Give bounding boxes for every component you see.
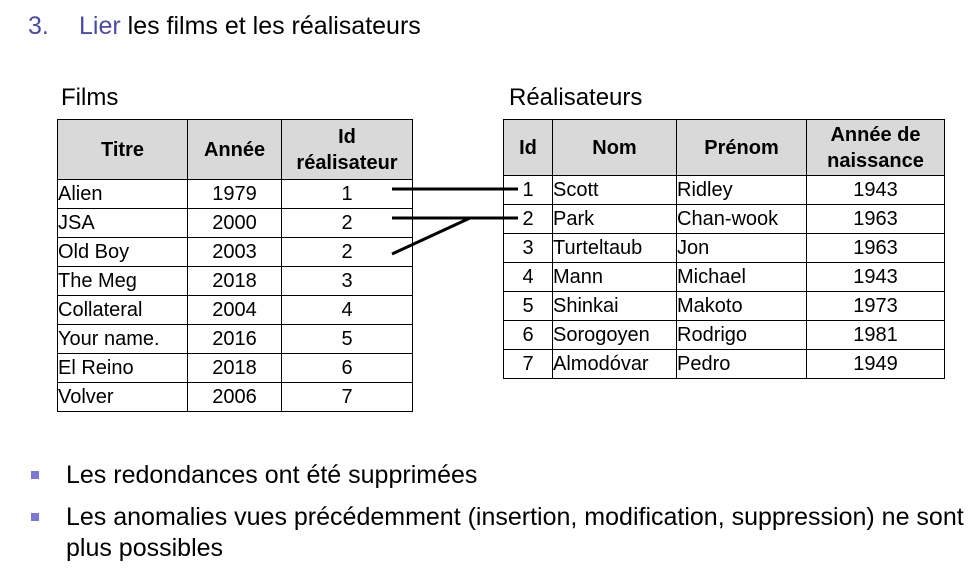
director-birth-year: 1963 — [806, 233, 945, 263]
director-birth-year: 1949 — [806, 349, 945, 379]
table-row: 6 Sorogoyen Rodrigo 1981 — [503, 320, 945, 350]
films-header-annee: Année — [187, 119, 282, 180]
films-header-row: Titre Année Id réalisateur — [57, 119, 413, 180]
director-birth-year: 1943 — [806, 175, 945, 205]
bullet-list: Les redondances ont été supprimées Les a… — [28, 460, 971, 575]
director-last-name: Park — [552, 204, 677, 234]
films-header-id-realisateur: Id réalisateur — [281, 119, 413, 180]
table-row: 2 Park Chan-wook 1963 — [503, 204, 945, 234]
director-first-name: Makoto — [676, 291, 807, 321]
director-first-name: Chan-wook — [676, 204, 807, 234]
film-title: JSA — [57, 208, 188, 238]
table-row: Volver 2006 7 — [57, 382, 413, 412]
square-bullet-icon — [31, 471, 39, 479]
realisateurs-table: Id Nom Prénom Année de naissance 1 Scott Ri… — [503, 119, 945, 379]
film-year: 2018 — [187, 266, 282, 296]
heading-accent-word: Lier — [79, 12, 121, 40]
film-director-id: 2 — [281, 208, 413, 238]
film-year: 2006 — [187, 382, 282, 412]
director-first-name: Michael — [676, 262, 807, 292]
director-first-name: Pedro — [676, 349, 807, 379]
table-row: The Meg 2018 3 — [57, 266, 413, 296]
realisateurs-header-annee-naissance: Année de naissance — [806, 119, 945, 176]
film-year: 2000 — [187, 208, 282, 238]
director-id: 7 — [503, 349, 553, 379]
bullet-text: Les anomalies vues précédemment (inserti… — [66, 503, 964, 562]
director-id: 6 — [503, 320, 553, 350]
table-row: Collateral 2004 4 — [57, 295, 413, 325]
film-director-id: 4 — [281, 295, 413, 325]
film-title: The Meg — [57, 266, 188, 296]
realisateurs-header-nom: Nom — [552, 119, 677, 176]
director-id: 2 — [503, 204, 553, 234]
table-row: 7 Almodóvar Pedro 1949 — [503, 349, 945, 379]
film-title: Your name. — [57, 324, 188, 354]
director-id: 5 — [503, 291, 553, 321]
table-row: 5 Shinkai Makoto 1973 — [503, 291, 945, 321]
heading-number: 3. — [28, 12, 49, 40]
film-title: El Reino — [57, 353, 188, 383]
director-birth-year: 1981 — [806, 320, 945, 350]
square-bullet-icon — [31, 513, 39, 521]
film-year: 2003 — [187, 237, 282, 267]
director-last-name: Scott — [552, 175, 677, 205]
film-year: 2016 — [187, 324, 282, 354]
table-row: 3 Turteltaub Jon 1963 — [503, 233, 945, 263]
director-last-name: Turteltaub — [552, 233, 677, 263]
film-year: 2004 — [187, 295, 282, 325]
films-header-id-line1: Id — [338, 125, 356, 148]
realisateurs-header-row: Id Nom Prénom Année de naissance — [503, 119, 945, 176]
films-header-titre: Titre — [57, 119, 188, 180]
films-header-id-line2: réalisateur — [296, 151, 398, 174]
table-row: El Reino 2018 6 — [57, 353, 413, 383]
director-first-name: Ridley — [676, 175, 807, 205]
bullet-item: Les redondances ont été supprimées — [28, 460, 971, 491]
bullet-text: Les redondances ont été supprimées — [66, 461, 478, 489]
director-first-name: Rodrigo — [676, 320, 807, 350]
film-director-id: 3 — [281, 266, 413, 296]
realisateurs-header-id: Id — [503, 119, 553, 176]
film-title: Alien — [57, 179, 188, 209]
director-id: 4 — [503, 262, 553, 292]
realisateurs-caption: Réalisateurs — [509, 84, 643, 111]
film-title: Collateral — [57, 295, 188, 325]
table-row: 4 Mann Michael 1943 — [503, 262, 945, 292]
realisateurs-header-prenom: Prénom — [676, 119, 807, 176]
film-year: 1979 — [187, 179, 282, 209]
director-birth-year: 1963 — [806, 204, 945, 234]
table-row: Your name. 2016 5 — [57, 324, 413, 354]
director-last-name: Mann — [552, 262, 677, 292]
heading-text: les films et les réalisateurs — [120, 12, 421, 40]
bullet-item: Les anomalies vues précédemment (inserti… — [28, 502, 971, 564]
film-director-id: 7 — [281, 382, 413, 412]
film-title: Old Boy — [57, 237, 188, 267]
slide-heading: 3. Lier les films et les réalisateurs — [28, 8, 421, 44]
director-birth-year: 1973 — [806, 291, 945, 321]
film-director-id: 6 — [281, 353, 413, 383]
director-last-name: Sorogoyen — [552, 320, 677, 350]
films-table: Titre Année Id réalisateur Alien 1979 1 JSA… — [57, 119, 413, 412]
director-birth-year: 1943 — [806, 262, 945, 292]
film-year: 2018 — [187, 353, 282, 383]
film-director-id: 2 — [281, 237, 413, 267]
director-last-name: Shinkai — [552, 291, 677, 321]
director-id: 1 — [503, 175, 553, 205]
table-row: Old Boy 2003 2 — [57, 237, 413, 267]
realisateurs-header-annee-line1: Année de — [830, 123, 921, 146]
films-caption: Films — [61, 84, 119, 111]
film-director-id: 5 — [281, 324, 413, 354]
director-id: 3 — [503, 233, 553, 263]
director-last-name: Almodóvar — [552, 349, 677, 379]
table-row: Alien 1979 1 — [57, 179, 413, 209]
realisateurs-header-annee-line2: naissance — [827, 149, 924, 172]
table-row: JSA 2000 2 — [57, 208, 413, 238]
film-title: Volver — [57, 382, 188, 412]
table-row: 1 Scott Ridley 1943 — [503, 175, 945, 205]
film-director-id: 1 — [281, 179, 413, 209]
director-first-name: Jon — [676, 233, 807, 263]
